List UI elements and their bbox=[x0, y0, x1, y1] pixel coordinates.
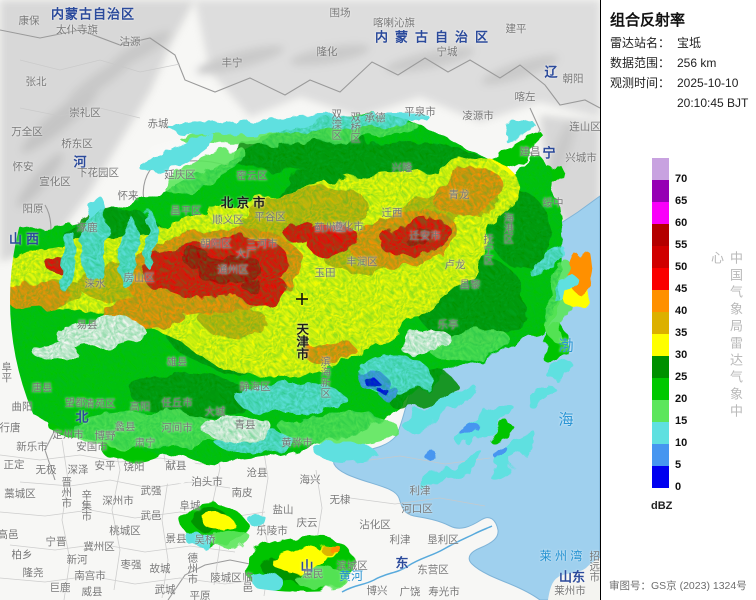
legend-tick-70: 70 bbox=[675, 173, 688, 185]
legend-tick-30: 30 bbox=[675, 349, 688, 361]
legend-tick-40: 40 bbox=[675, 305, 688, 317]
legend-tick-45: 45 bbox=[675, 283, 688, 295]
legend-segment-65 bbox=[652, 180, 669, 202]
legend-segment-70 bbox=[652, 158, 669, 180]
legend-segment-40 bbox=[652, 290, 669, 312]
metadata-fields: 雷达站名： 宝坻数据范围： 256 km 观测时间： 2025-10-10 20:10:4… bbox=[610, 33, 756, 113]
product-title: 组合反射率 bbox=[610, 12, 686, 29]
legend-tick-65: 65 bbox=[675, 195, 688, 207]
metadata-row: 雷达站名： 宝坻 bbox=[610, 36, 702, 50]
metadata-row: 20:10:45 BJT bbox=[677, 96, 749, 110]
legend-segment-55 bbox=[652, 224, 669, 246]
legend-segment-20 bbox=[652, 378, 669, 400]
legend-tick-5: 5 bbox=[675, 459, 682, 471]
legend-segment-30 bbox=[652, 334, 669, 356]
info-panel: 组合反射率 雷达站名： 宝坻数据范围： 256 km 观测时间： 2025-10-10 2… bbox=[600, 0, 756, 600]
radar-map-graphic bbox=[0, 0, 600, 600]
legend-tick-50: 50 bbox=[675, 261, 688, 273]
yellow-river bbox=[341, 525, 493, 593]
radar-echo-layer bbox=[10, 112, 594, 592]
legend-segment-60 bbox=[652, 202, 669, 224]
agency-watermark: 中国气象局雷达气象中心 bbox=[709, 251, 743, 421]
legend-unit-label: dBZ bbox=[651, 500, 673, 512]
legend-tick-10: 10 bbox=[675, 437, 688, 449]
map-license-number: 审图号：GS京 (2023) 1324号 bbox=[609, 580, 747, 592]
legend-tick-60: 60 bbox=[675, 217, 688, 229]
legend-segment-5 bbox=[652, 444, 669, 466]
shandong-coast-land bbox=[548, 558, 600, 600]
legend-tick-25: 25 bbox=[675, 371, 688, 383]
legend-segment-50 bbox=[652, 246, 669, 268]
legend-segment-15 bbox=[652, 400, 669, 422]
legend-tick-0: 0 bbox=[675, 481, 682, 493]
radar-station-marker bbox=[296, 293, 308, 305]
legend-segment-45 bbox=[652, 268, 669, 290]
metadata-row: 数据范围： 256 km bbox=[610, 56, 717, 70]
legend-tick-35: 35 bbox=[675, 327, 688, 339]
dbz-color-scale bbox=[652, 158, 669, 488]
legend-segment-35 bbox=[652, 312, 669, 334]
radar-map-canvas: 内蒙古自治区 内蒙古自治区辽宁河北山西山东山东北 京 市天津市渤海莱 州 湾黄河康… bbox=[0, 0, 601, 600]
legend-tick-15: 15 bbox=[675, 415, 688, 427]
legend-tick-55: 55 bbox=[675, 239, 688, 251]
metadata-row: 观测时间： 2025-10-10 bbox=[610, 76, 739, 90]
legend-segment-25 bbox=[652, 356, 669, 378]
legend-segment-0 bbox=[652, 466, 669, 488]
legend-tick-20: 20 bbox=[675, 393, 688, 405]
legend-segment-10 bbox=[652, 422, 669, 444]
